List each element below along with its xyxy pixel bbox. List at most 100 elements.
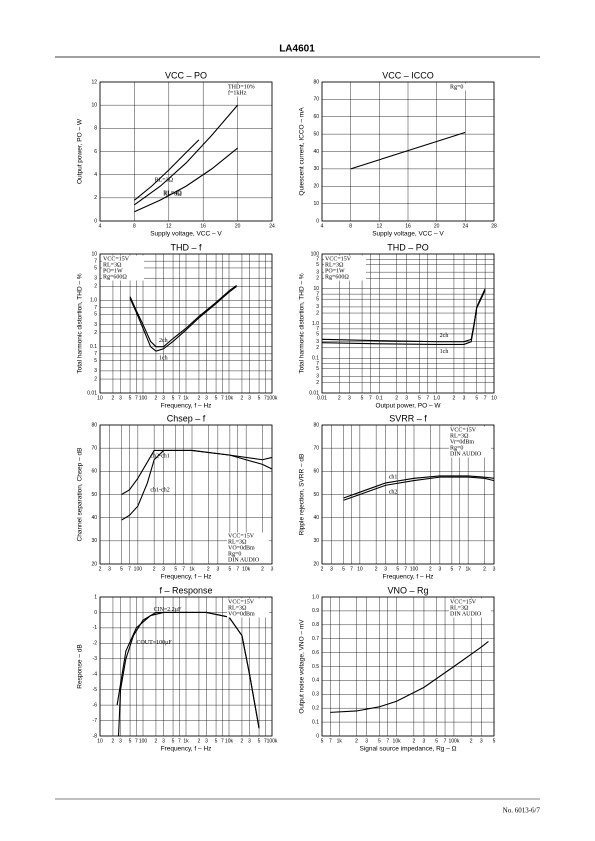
x-tick-label: 7 [236,566,239,572]
y-tick-label: 10 [91,251,97,257]
y-axis-label: Total harmonic distortion, THD – % [77,273,84,374]
chart-title: THD – f [170,242,202,252]
y-axis-label: Response – dB [77,644,84,688]
y-tick-label: 0 [94,610,97,616]
x-tick-label: 5 [493,738,496,744]
x-tick-label: 100 [139,395,148,401]
x-tick-label: 5 [321,738,324,744]
plot-frame [321,253,495,394]
y-tick-label: 40 [313,149,319,155]
y-tick-label: 4 [94,172,97,178]
series-line [129,284,237,348]
y-tick-label: 0.01 [87,390,97,396]
plot-frame [99,424,273,565]
x-tick-label: 3 [493,566,496,572]
series-label: RL=8Ω [163,192,182,198]
y-tick-label: 70 [91,445,97,451]
x-tick-label: 5 [342,566,345,572]
x-tick-label: 3 [162,566,165,572]
y-tick-label: 7 [316,291,319,297]
x-tick-label: 20 [434,223,440,229]
y-tick-label: 0 [94,218,97,224]
x-tick-label: 1k [189,566,195,572]
y-tick-label: 2 [316,310,319,316]
annotation-box [102,255,144,281]
x-tick-label: 2 [429,566,432,572]
x-axis-label: Frequency, f – Hz [383,574,434,581]
plot-frame [99,81,273,222]
x-tick-label: 10k [242,566,251,572]
header-title: LA4601 [279,44,315,55]
chart-title: Chsep – f [167,413,206,423]
chart: VNO – Rg5 7 1k 2 3 5 7 10k 2 3 5 7 100k 2 3 500.10.20.3… [299,585,496,752]
annotation: PO=1W [325,268,345,274]
x-tick-label: 3 [162,395,165,401]
x-tick-label: 5 [215,395,218,401]
x-axis-label: Frequency, f – Hz [161,574,212,581]
plot-frame [99,253,273,394]
y-tick-label: 3 [316,269,319,275]
x-tick-label: 2 [241,395,244,401]
annotation: VO=0dBm [228,611,255,617]
y-tick-label: 80 [313,422,319,428]
series-line [134,139,200,201]
x-tick-label: 10 [491,395,497,401]
y-tick-label: 0.2 [312,706,319,712]
x-axis-label: Signal source impedance, Rg – Ω [360,746,457,753]
series-line [330,641,489,713]
y-tick-label: -3 [93,656,98,662]
y-tick-label: 1.0 [312,321,319,327]
y-axis-label: Total harmonic distortion, THD – % [299,273,306,374]
plot-frame [321,424,495,565]
x-tick-label: 3 [119,738,122,744]
x-tick-label: 1k [466,566,472,572]
series-label: ch2 [389,490,398,496]
y-tick-label: 30 [313,166,319,172]
y-axis-label: Output power, PO – W [77,118,84,184]
x-tick-label: 7 [264,395,267,401]
annotation: Vr=0dBm [450,439,474,445]
x-tick-label: 5 [475,395,478,401]
x-tick-label: 2 [375,566,378,572]
annotation: VCC=15V [228,533,255,539]
x-tick-label: 7 [369,395,372,401]
x-tick-label: 5 [228,566,231,572]
y-tick-label: -4 [93,672,98,678]
series-line [121,449,273,521]
x-tick-label: 3 [271,566,274,572]
y-tick-label: 0.5 [312,664,319,670]
x-tick-label: 10k [393,738,402,744]
x-axis-label: Supply voltage, VCC – V [150,231,222,238]
x-tick-label: 7 [458,566,461,572]
y-tick-label: -8 [93,733,98,739]
y-tick-label: 70 [313,445,319,451]
annotation: VCC=15V [450,427,477,433]
y-tick-label: 2 [94,376,97,382]
y-axis-label: Ripple rejection, SVRR – dB [299,454,306,536]
y-tick-label: 40 [313,515,319,521]
annotation: Rg=600Ω [103,274,127,280]
y-tick-label: 0.7 [312,636,319,642]
y-tick-label: 7 [316,361,319,367]
chart: THD – f10 2 3 5 7 100 2 3 5 7 1k 2 3 5 7 10k 2 3 5 7 100k0.0… [77,242,278,409]
y-tick-label: 7 [316,257,319,263]
chart-title: VCC – PO [165,70,207,80]
y-tick-label: 1 [94,594,97,600]
y-tick-label: 0.1 [312,356,319,362]
x-tick-label: 3 [205,738,208,744]
y-tick-label: 1.0 [90,298,97,304]
y-tick-label: -7 [93,718,98,724]
x-tick-label: 3 [162,738,165,744]
y-tick-label: 2 [94,330,97,336]
x-tick-label: 3 [365,738,368,744]
x-tick-label: 2 [470,738,473,744]
x-tick-label: 2 [453,395,456,401]
y-tick-label: 20 [313,561,319,567]
y-tick-label: 20 [91,561,97,567]
chart-title: f – Response [159,585,212,595]
series-line [121,449,273,495]
series-line [118,611,260,737]
y-tick-label: 5 [94,265,97,271]
